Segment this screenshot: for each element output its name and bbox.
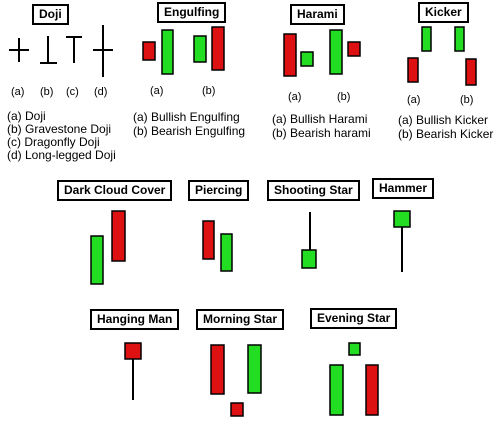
kicker-a-bear-candle [407,57,419,83]
engulfing-label-a: (a) [150,85,164,97]
harami-caption-b: (b) Bearish harami [272,126,371,140]
evening-star-title: Evening Star [310,308,398,329]
piercing-bear-candle [202,220,215,260]
evening-star-small-candle [348,342,361,356]
kicker-label-a: (a) [407,94,421,106]
kicker-label-b: (b) [460,94,474,106]
harami-b-bull-candle [329,29,343,75]
doji-title: Doji [32,4,69,25]
doji-label-d: (d) [94,86,108,98]
engulfing-b-bear-candle [211,26,225,71]
piercing-title: Piercing [188,180,250,201]
engulfing-a-bear-candle [142,41,156,61]
kicker-caption-b: (b) Bearish Kicker [398,127,494,141]
doji-label-b: (b) [40,86,54,98]
hanging-man-body [124,342,142,360]
engulfing-b-bull-candle [193,35,207,63]
doji-label-c: (c) [66,86,79,98]
gravestone-doji-symbol [40,36,57,64]
engulfing-caption-a: (a) Bullish Engulfing [133,110,240,124]
kicker-a-bull-candle [421,26,432,52]
dark-cloud-bull-candle [90,235,104,285]
engulfing-title: Engulfing [157,2,227,23]
shooting-star-title: Shooting Star [267,180,360,201]
doji-caption-d: (d) Long-legged Doji [7,148,116,162]
morning-star-small-candle [230,402,244,417]
harami-label-b: (b) [337,91,351,103]
kicker-b-bear-candle [465,58,477,86]
piercing-bull-candle [220,233,233,272]
dragonfly-doji-symbol [66,36,82,63]
hammer-title: Hammer [372,178,435,199]
morning-star-title: Morning Star [196,309,284,330]
hanging-man-title: Hanging Man [90,309,180,330]
evening-star-bear-candle [365,364,379,416]
harami-label-a: (a) [288,91,302,103]
dark-cloud-bear-candle [111,210,126,262]
hammer-body [393,210,411,228]
kicker-title: Kicker [418,2,469,23]
doji-label-a: (a) [11,86,25,98]
harami-a-bear-candle [283,33,297,77]
evening-star-bull-candle [329,364,344,416]
harami-a-bull-candle [300,51,314,67]
engulfing-a-bull-candle [161,29,174,75]
long-legged-doji-symbol [93,25,113,77]
harami-b-bear-candle [347,41,361,57]
doji-symbol-a [9,38,29,62]
kicker-b-bull-candle [454,26,465,52]
doji-caption-a: (a) Doji [7,109,46,123]
morning-star-bear-candle [210,344,225,395]
morning-star-bull-candle [247,344,262,394]
harami-caption-a: (a) Bullish Harami [272,112,368,126]
harami-title: Harami [290,4,345,25]
dark-cloud-cover-title: Dark Cloud Cover [57,180,173,201]
shooting-star-body [301,249,317,269]
doji-caption-b: (b) Gravestone Doji [7,122,112,136]
kicker-caption-a: (a) Bullish Kicker [398,113,489,127]
engulfing-label-b: (b) [202,85,216,97]
engulfing-caption-b: (b) Bearish Engulfing [133,124,246,138]
doji-caption-c: (c) Dragonfly Doji [7,135,100,149]
